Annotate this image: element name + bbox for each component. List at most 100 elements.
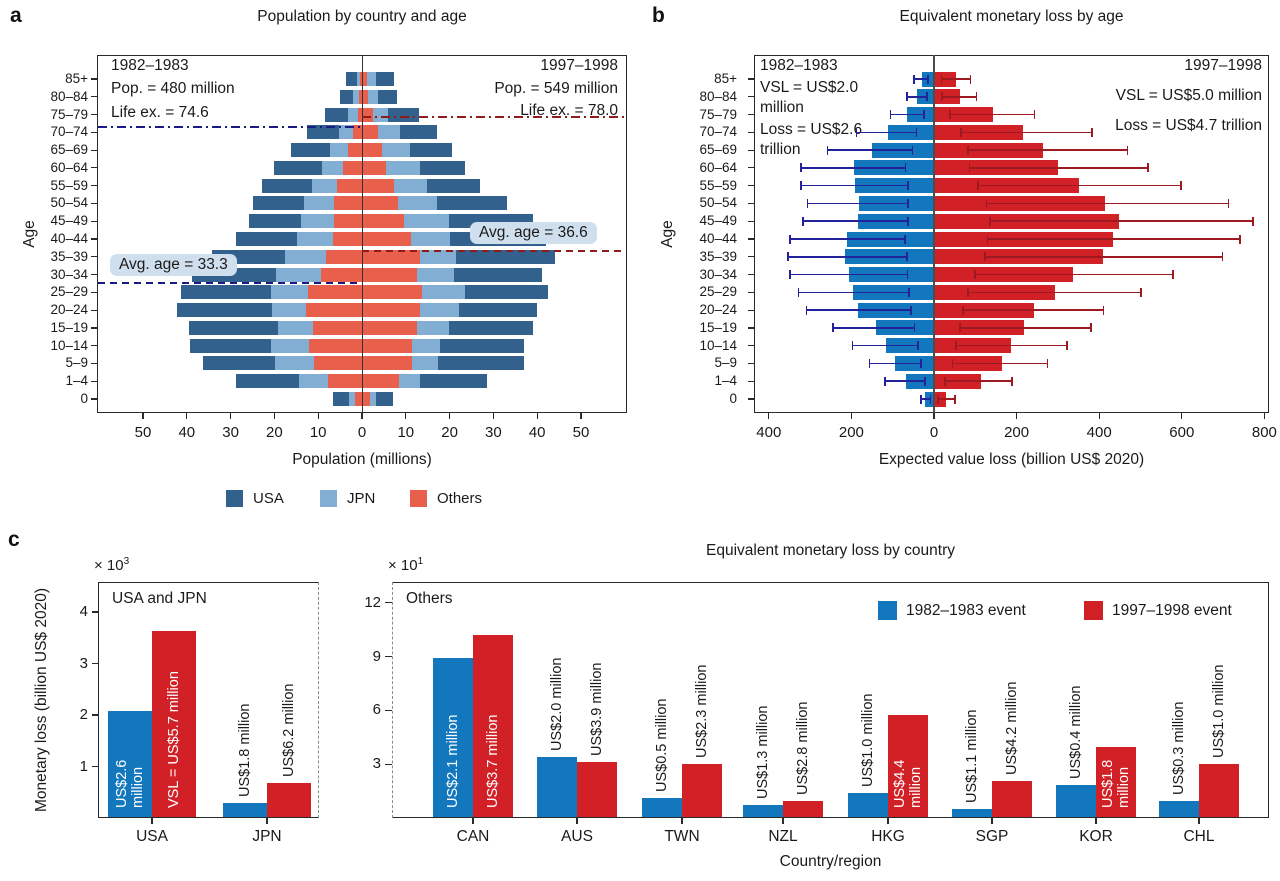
whisker-cap (924, 376, 926, 386)
age-tick (91, 327, 97, 329)
whisker-cap (904, 234, 906, 244)
vsl-label-jpn-1982: US$1.8 million (237, 703, 253, 797)
pyramid-bar-others-1982 (355, 392, 362, 407)
panel-a-letter: a (10, 4, 22, 27)
error-whisker-1997 (941, 95, 978, 98)
whisker-cap (967, 287, 970, 297)
age-tick-label: 85+ (714, 71, 737, 86)
whisker-cap (1046, 358, 1049, 368)
pyramid-bar-jpn-1997 (411, 338, 441, 353)
pyramid-bar-usa-1997 (436, 196, 507, 211)
category-label-hkg: HKG (871, 828, 905, 845)
whisker-cap (985, 198, 988, 208)
x-tick-label: 0 (357, 424, 367, 441)
error-whisker-1997 (951, 362, 1049, 365)
pyramid-bar-others-1997 (362, 89, 369, 104)
vsl-label-aus-1982: US$2.0 million (549, 657, 565, 752)
age-tick-label: 25–29 (50, 284, 88, 300)
x-tick (1198, 818, 1200, 824)
x-tick-label: 0 (929, 424, 939, 441)
whisker-cap (929, 394, 932, 404)
pyramid-bar-usa-1997 (455, 249, 555, 264)
pyramid-bar-usa-1982 (261, 178, 312, 193)
pyramid-bar-jpn-1982 (271, 303, 307, 318)
age-tick (91, 273, 97, 276)
pyramid-bar-others-1982 (352, 125, 362, 140)
age-tick-label: 60–64 (699, 159, 737, 175)
whisker-cap (906, 270, 909, 280)
whisker-cap (1221, 252, 1224, 262)
panel-c-right-plot-box (392, 582, 1269, 818)
pyramid-bar-jpn-1982 (304, 196, 334, 211)
error-whisker-1982 (913, 78, 930, 80)
whisker-cap (800, 181, 802, 191)
pyramid-bar-jpn-1982 (270, 338, 309, 353)
vsl-label-usa-1997: VSL = US$5.7 million (166, 671, 182, 808)
age-tick (91, 256, 97, 258)
panel-c-right-dashed-border (392, 582, 393, 818)
pyramid-bar-usa-1982 (177, 303, 272, 318)
panel-c-left-scale: × 103 (94, 556, 129, 574)
pyramid-bar-others-1982 (357, 107, 362, 122)
whisker-cap (1033, 110, 1036, 120)
y-tick-label: 2 (79, 706, 88, 723)
panel-c-left-inner-label: USA and JPN (112, 590, 207, 607)
whisker-cap (802, 216, 804, 226)
x-tick-label: 10 (397, 424, 415, 441)
pyramid-bar-usa-1997 (427, 178, 481, 193)
pyramid-bar-usa-1997 (409, 143, 452, 158)
x-tick (317, 413, 319, 419)
x-tick (1016, 413, 1018, 419)
pyramid-bar-others-1997 (362, 232, 411, 247)
pyramid-bar-usa-1997 (440, 338, 525, 353)
whisker-cap (944, 376, 946, 386)
age-tick (748, 238, 754, 240)
category-label-aus: AUS (561, 828, 593, 845)
bar-others-chl-1982 (1159, 800, 1199, 817)
bar-usajpn-jpn-1997 (267, 783, 311, 817)
pyramid-bar-usa-1982 (339, 89, 354, 104)
avg-age-line-1982 (98, 282, 362, 284)
pyramid-bar-jpn-1997 (398, 374, 421, 389)
x-tick-label: 600 (1169, 424, 1195, 441)
x-tick (492, 413, 494, 419)
panel-a-right-life-ex: Life ex. = 78.0 (520, 102, 618, 119)
avg-age-label-1997: Avg. age = 36.6 (470, 222, 597, 244)
age-tick (91, 309, 97, 311)
vsl-label-sgp-1997: US$4.2 million (1004, 681, 1020, 776)
x-tick-label: 20 (266, 424, 283, 441)
category-label-nzl: NZL (768, 828, 798, 845)
x-tick (266, 818, 268, 824)
age-tick-label: 35–39 (699, 248, 737, 264)
panel-a-y-axis-label: Age (21, 220, 38, 248)
age-tick-label: 20–24 (699, 302, 737, 318)
age-tick-label: 15–19 (50, 319, 88, 335)
y-tick (92, 611, 99, 613)
age-tick-label: 20–24 (50, 302, 88, 318)
pyramid-bar-usa-1982 (190, 338, 271, 353)
bar-others-twn-1997 (682, 764, 722, 817)
x-tick-label: 800 (1251, 424, 1277, 441)
whisker-cap (937, 394, 939, 404)
age-tick-label: 70–74 (50, 124, 88, 140)
age-tick-label: 65–69 (699, 142, 737, 158)
legend-others-label: Others (437, 490, 483, 507)
y-tick (385, 656, 392, 658)
pyramid-bar-others-1982 (359, 72, 362, 86)
x-tick (449, 413, 451, 419)
whisker-cap (789, 270, 792, 280)
panel-b-left-period: 1982–1983 (760, 57, 838, 74)
pyramid-bar-jpn-1982 (298, 374, 328, 389)
y-tick (92, 765, 99, 768)
y-tick-label: 6 (372, 701, 381, 719)
whisker-cap (1252, 216, 1255, 226)
error-whisker-1997 (940, 78, 972, 80)
panel-a-x-axis-label: Population (millions) (292, 451, 432, 468)
y-tick (92, 662, 99, 665)
pyramid-bar-others-1982 (347, 143, 362, 158)
age-tick-label: 60–64 (50, 159, 88, 175)
pyramid-bar-others-1982 (308, 338, 362, 353)
bar-others-sgp-1982 (952, 809, 992, 817)
category-label-usa: USA (136, 828, 168, 845)
panel-b-right-loss: Loss = US$4.7 trillion (1115, 117, 1262, 134)
